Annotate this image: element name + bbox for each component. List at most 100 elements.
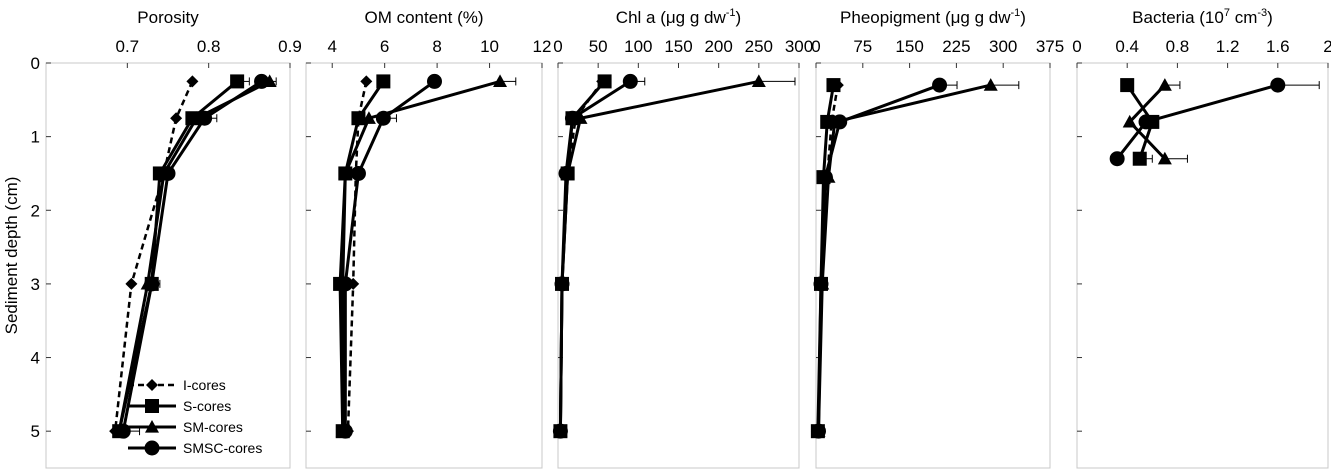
data-point [1109, 151, 1125, 167]
legend-entry: SM-cores [128, 419, 243, 435]
x-tick-label: 300 [785, 37, 813, 56]
data-point [564, 110, 580, 126]
data-point [230, 74, 245, 89]
series-i-cores [812, 79, 844, 438]
legend-label: S-cores [183, 398, 231, 414]
series-line [558, 80, 632, 432]
legend-marker [145, 420, 159, 433]
data-point [350, 165, 366, 181]
data-point [186, 75, 199, 88]
data-point [376, 74, 391, 89]
data-point [1120, 78, 1135, 93]
data-point [1122, 114, 1137, 128]
x-tick-label: 1.6 [1266, 37, 1290, 56]
data-point [160, 165, 176, 181]
x-tick-label: 150 [664, 37, 692, 56]
data-point [125, 277, 138, 290]
data-point [597, 74, 612, 89]
x-tick-label: 12 [533, 37, 552, 56]
data-point [426, 73, 442, 89]
x-tick-label: 200 [704, 37, 732, 56]
panel-title: Porosity [137, 8, 199, 27]
legend-label: SMSC-cores [183, 440, 262, 456]
series-sm-cores [1122, 78, 1188, 165]
data-point [360, 75, 373, 88]
panel-title: Pheopigment (μg g dw-1) [840, 7, 1026, 27]
series-sm-cores [811, 78, 1020, 437]
series-smsc-cores [552, 73, 646, 439]
series-line [558, 79, 760, 432]
panel-1: Porosity 0.7 0.8 0.9 [45, 8, 302, 469]
plot-frame [305, 62, 543, 469]
data-point [361, 111, 376, 124]
data-point [1138, 114, 1154, 130]
data-point [552, 423, 568, 439]
data-point [1270, 77, 1286, 93]
x-tick-label: 8 [432, 37, 441, 56]
x-tick-label: 0.8 [1166, 37, 1190, 56]
series-line [816, 83, 941, 432]
data-point [337, 423, 353, 439]
legend-entry: SMSC-cores [128, 440, 262, 456]
legend-marker [144, 440, 160, 456]
series-smsc-cores [115, 73, 270, 439]
x-tick-label: 6 [380, 37, 389, 56]
data-point [826, 78, 841, 93]
plot-frame [45, 62, 291, 469]
data-point [817, 169, 833, 185]
y-axis-label: Sediment depth (cm) [2, 177, 21, 335]
data-point [144, 276, 160, 292]
series-sm-cores [335, 74, 517, 437]
data-point [810, 423, 826, 439]
data-point [751, 74, 766, 88]
series-line [113, 80, 194, 432]
legend: I-cores S-cores SM-cores SMSC-cores [128, 377, 262, 456]
y-tick-label: 4 [31, 349, 40, 368]
panel-title: Bacteria (107 cm-3) [1132, 7, 1273, 27]
data-point [813, 276, 829, 292]
x-tick-label: 150 [895, 37, 923, 56]
plot-frame [557, 62, 800, 469]
data-point [932, 77, 948, 93]
x-tick-label: 0 [811, 37, 820, 56]
data-point [338, 166, 353, 180]
data-point [197, 110, 213, 126]
data-point [1132, 151, 1147, 166]
data-point [554, 276, 570, 292]
x-tick-label: 10 [480, 37, 499, 56]
x-tick-label: 4 [327, 37, 336, 56]
data-point [375, 110, 391, 126]
series-smsc-cores [337, 73, 442, 439]
data-point [1157, 78, 1172, 91]
series-sm-cores [553, 74, 796, 437]
panel-4: Pheopigment (μg g dw-1) 0 75 150 225 300 375 [810, 7, 1064, 469]
plot-frame [1076, 62, 1329, 469]
x-tick-label: 250 [745, 37, 773, 56]
data-point [1157, 151, 1172, 165]
legend-label: SM-cores [183, 419, 243, 435]
panel-3: Chl a (μg g dw-1) 0 50 100 150 200 250 300 [552, 7, 813, 469]
data-point [254, 73, 270, 89]
x-tick-label: 300 [989, 37, 1017, 56]
x-tick-label: 0.4 [1115, 37, 1139, 56]
data-point [170, 112, 183, 125]
panel-title: OM content (%) [364, 8, 483, 27]
x-tick-label: 2 [1323, 37, 1331, 56]
legend-entry: I-cores [128, 377, 226, 393]
x-tick-label: 0 [553, 37, 562, 56]
x-tick-label: 50 [589, 37, 608, 56]
data-point [622, 73, 638, 89]
x-tick-label: 0 [1072, 37, 1081, 56]
y-tick-label: 1 [31, 128, 40, 147]
plot-frame [815, 62, 1051, 469]
legend-marker [145, 399, 159, 413]
panel-title: Chl a (μg g dw-1) [616, 7, 741, 27]
y-tick-label: 0 [31, 54, 40, 73]
data-point [351, 111, 366, 126]
x-tick-label: 75 [853, 37, 872, 56]
series-smsc-cores [1109, 77, 1320, 167]
panel-5: Bacteria (107 cm-3) 0 0.4 0.8 1.2 1.6 2 [1072, 7, 1331, 469]
y-tick-label: 3 [31, 275, 40, 294]
